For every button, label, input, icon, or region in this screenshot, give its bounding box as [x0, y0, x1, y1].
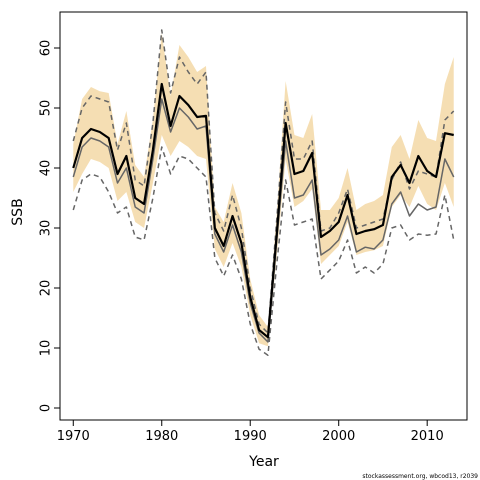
- y-tick-label: 10: [39, 340, 54, 357]
- footnote: stockassessment.org, wbcod13, r2039: [362, 473, 478, 480]
- comparison-lower-dashed-line: [72, 146, 455, 356]
- x-axis: 1970 1980 1990 2000 2010: [57, 420, 444, 444]
- y-tick-label: 0: [39, 404, 54, 412]
- y-tick-label: 60: [39, 40, 54, 57]
- y-axis-title: SSB: [10, 198, 26, 225]
- x-tick-label: 2000: [322, 429, 355, 444]
- x-axis-title: Year: [248, 454, 279, 470]
- x-tick-label: 1970: [57, 429, 90, 444]
- ssb-estimate-line: [72, 82, 454, 339]
- x-tick-label: 1980: [145, 429, 178, 444]
- y-tick-label: 30: [39, 220, 54, 237]
- x-tick-label: 1990: [234, 429, 267, 444]
- comparison-line: [72, 98, 455, 343]
- y-tick-label: 20: [39, 280, 54, 297]
- y-axis: 0 10 20 30 40 50 60: [39, 40, 60, 412]
- y-tick-label: 50: [39, 100, 54, 117]
- confidence-band-layer: [73, 33, 454, 347]
- y-tick-label: 40: [39, 160, 54, 177]
- plot-frame: [59, 11, 468, 421]
- series-lines-layer: [72, 29, 455, 356]
- confidence-band: [73, 33, 454, 347]
- x-tick-label: 2010: [411, 429, 444, 444]
